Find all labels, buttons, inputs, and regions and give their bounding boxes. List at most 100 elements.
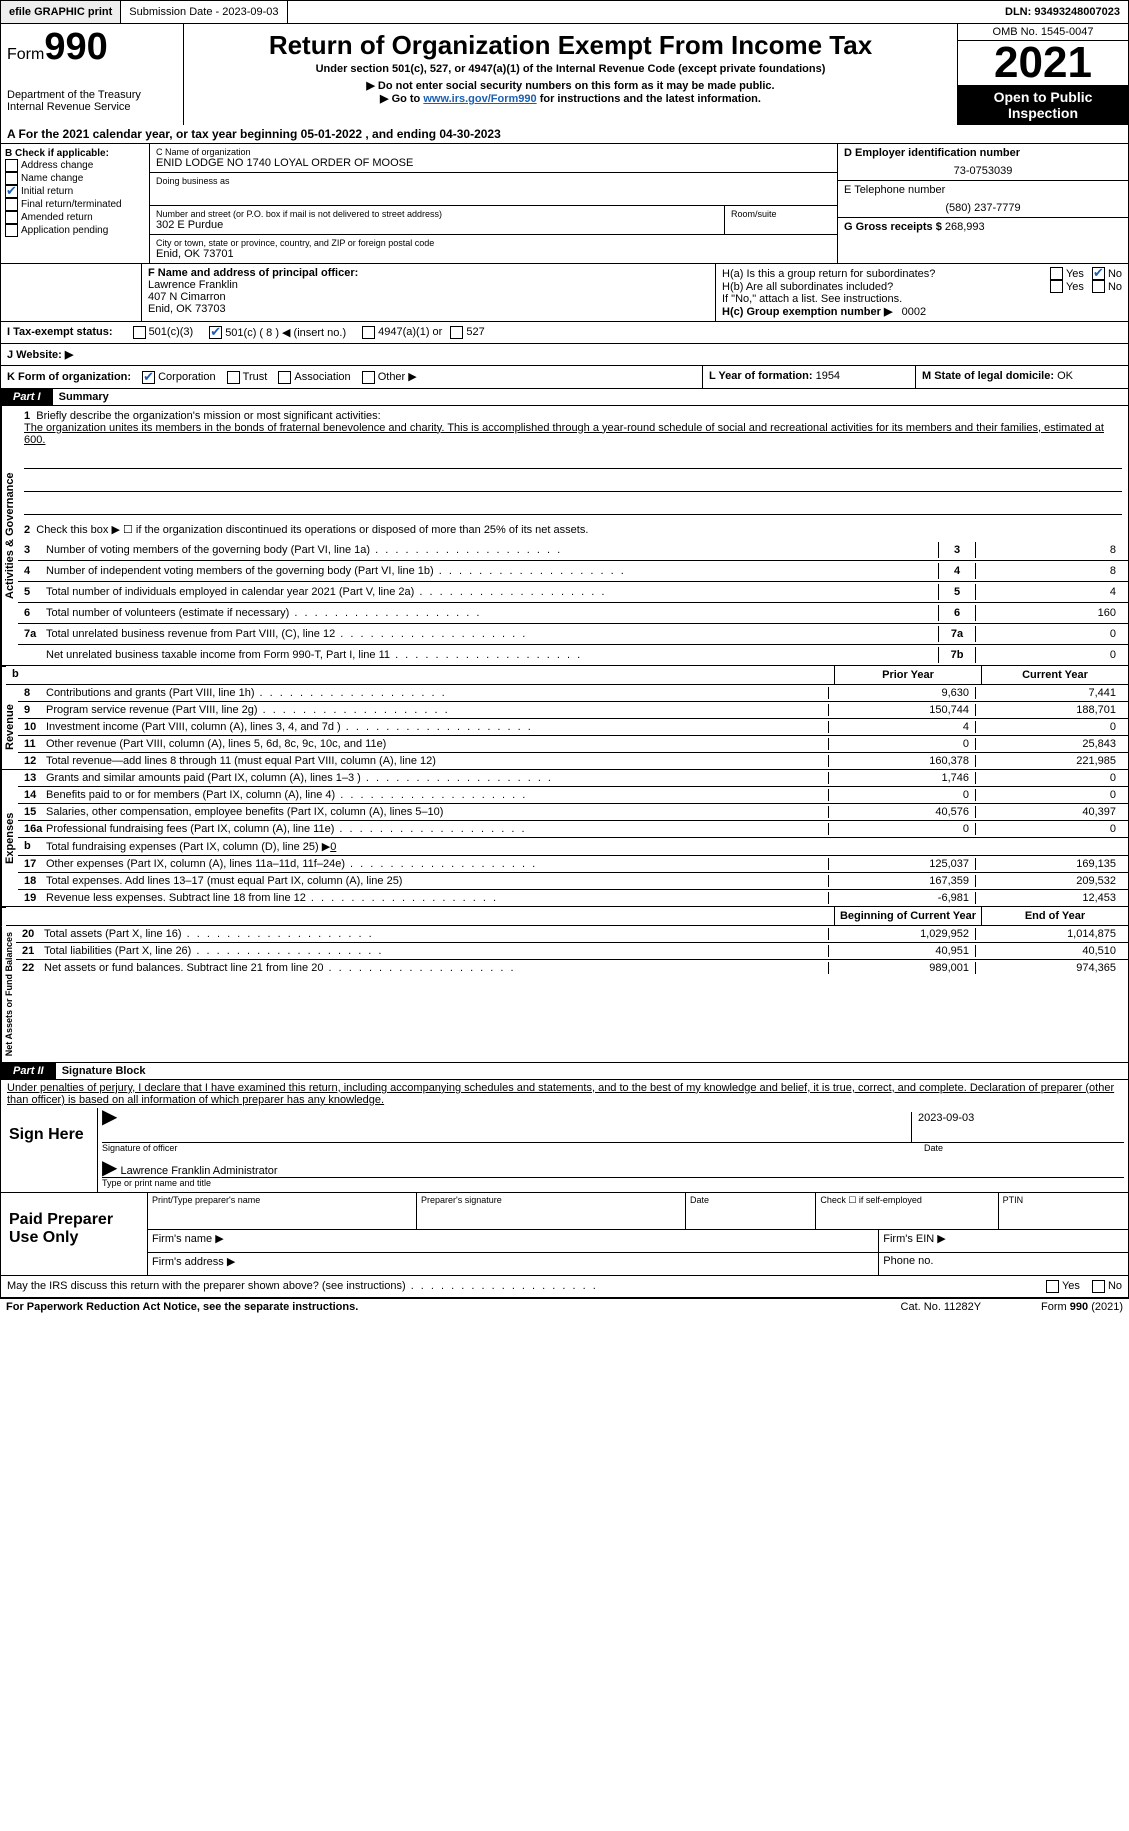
part2-label: Part II: [1, 1063, 56, 1079]
ein-label: D Employer identification number: [844, 147, 1122, 159]
final-return-checkbox[interactable]: [5, 198, 18, 211]
l20-desc: Total assets (Part X, line 16): [44, 928, 828, 940]
part2-title: Signature Block: [62, 1065, 146, 1077]
l18-desc: Total expenses. Add lines 13–17 (must eq…: [46, 875, 828, 887]
city-addr: Enid, OK 73701: [156, 248, 831, 260]
l1-text: The organization unites its members in t…: [24, 422, 1104, 446]
addr-change-label: Address change: [21, 160, 93, 171]
l19-p: -6,981: [828, 892, 975, 904]
hb-no: No: [1108, 281, 1122, 293]
note2-post: for instructions and the latest informat…: [537, 93, 761, 105]
tel-value: (580) 237-7779: [844, 202, 1122, 214]
trust-checkbox[interactable]: [227, 371, 240, 384]
form-prefix: Form: [7, 46, 44, 63]
h-note: If "No," attach a list. See instructions…: [722, 293, 1122, 305]
trust-label: Trust: [243, 371, 268, 383]
l16b-val: 0: [330, 841, 336, 853]
dba-label: Doing business as: [156, 176, 831, 186]
dln: DLN: 93493248007023: [997, 1, 1128, 23]
form-header: Form990 Department of the Treasury Inter…: [0, 24, 1129, 125]
irs-label: Internal Revenue Service: [7, 101, 177, 113]
app-pending-label: Application pending: [21, 225, 108, 236]
ha-yes-checkbox[interactable]: [1050, 267, 1063, 280]
l10-desc: Investment income (Part VIII, column (A)…: [46, 721, 828, 733]
sign-here-label: Sign Here: [1, 1108, 98, 1192]
form-number: 990: [44, 26, 107, 68]
hb-yes-checkbox[interactable]: [1050, 280, 1063, 293]
irs-no-checkbox[interactable]: [1092, 1280, 1105, 1293]
l22-p: 989,001: [828, 962, 975, 974]
net-header: Beginning of Current Year End of Year: [0, 907, 1129, 926]
check-self-label: Check ☐ if self-employed: [816, 1193, 998, 1229]
may-irs-text: May the IRS discuss this return with the…: [7, 1280, 1046, 1293]
l2-text: Check this box ▶ ☐ if the organization d…: [36, 524, 588, 536]
l13-c: 0: [975, 772, 1122, 784]
l16b-pre: Total fundraising expenses (Part IX, col…: [46, 841, 330, 853]
501c-label: 501(c) ( 8 ) ◀ (insert no.): [225, 326, 346, 339]
col-b-heading: B Check if applicable:: [5, 148, 145, 159]
l9-desc: Program service revenue (Part VIII, line…: [46, 704, 828, 716]
ein-value: 73-0753039: [844, 165, 1122, 177]
date-label: Date: [924, 1143, 1124, 1153]
gross-value: 268,993: [945, 221, 985, 233]
form990-link[interactable]: www.irs.gov/Form990: [423, 93, 536, 105]
ha-no-checkbox[interactable]: [1092, 267, 1105, 280]
l5-val: 4: [976, 586, 1122, 598]
amended-label: Amended return: [21, 212, 93, 223]
amended-checkbox[interactable]: [5, 211, 18, 224]
form-subtitle: Under section 501(c), 527, or 4947(a)(1)…: [188, 63, 953, 75]
l3-val: 8: [976, 544, 1122, 556]
other-checkbox[interactable]: [362, 371, 375, 384]
4947-checkbox[interactable]: [362, 326, 375, 339]
l17-p: 125,037: [828, 858, 975, 870]
501c-checkbox[interactable]: [209, 326, 222, 339]
eoy-hdr: End of Year: [981, 907, 1128, 926]
pra-notice: For Paperwork Reduction Act Notice, see …: [6, 1301, 901, 1313]
l6-desc: Total number of volunteers (estimate if …: [46, 607, 938, 619]
officer-addr2: Enid, OK 73703: [148, 303, 709, 315]
arrow-icon-2: ▶: [102, 1157, 117, 1179]
l4-val: 8: [976, 565, 1122, 577]
net-assets-section: Net Assets or Fund Balances 20Total asse…: [0, 926, 1129, 1063]
vlabel-rev: Revenue: [1, 685, 18, 769]
assoc-checkbox[interactable]: [278, 371, 291, 384]
prep-sig-label: Preparer's signature: [417, 1193, 686, 1229]
form-footer: Form 990 (2021): [1041, 1301, 1123, 1313]
row-j-website: J Website: ▶: [0, 344, 1129, 366]
firm-ein-label: Firm's EIN ▶: [879, 1230, 1128, 1252]
l18-p: 167,359: [828, 875, 975, 887]
state-domicile: OK: [1057, 370, 1073, 382]
app-pending-checkbox[interactable]: [5, 224, 18, 237]
l17-c: 169,135: [975, 858, 1122, 870]
l14-c: 0: [975, 789, 1122, 801]
l19-desc: Revenue less expenses. Subtract line 18 …: [46, 892, 828, 904]
initial-return-checkbox[interactable]: [5, 185, 18, 198]
l8-desc: Contributions and grants (Part VIII, lin…: [46, 687, 828, 699]
4947-label: 4947(a)(1) or: [378, 326, 442, 339]
officer-printed: Lawrence Franklin Administrator: [120, 1165, 277, 1177]
addr-change-checkbox[interactable]: [5, 159, 18, 172]
prep-date-label: Date: [686, 1193, 816, 1229]
street-addr: 302 E Purdue: [156, 219, 718, 231]
efile-label[interactable]: efile GRAPHIC print: [1, 1, 121, 23]
cat-no: Cat. No. 11282Y: [901, 1301, 982, 1313]
prep-name-label: Print/Type preparer's name: [148, 1193, 417, 1229]
hb-yes: Yes: [1066, 281, 1084, 293]
irs-yes: Yes: [1062, 1280, 1080, 1293]
hb-no-checkbox[interactable]: [1092, 280, 1105, 293]
sig-officer-label: Signature of officer: [102, 1143, 924, 1153]
l16a-c: 0: [975, 823, 1122, 835]
501c3-checkbox[interactable]: [133, 326, 146, 339]
tax-year: 2021: [958, 41, 1128, 85]
row-klm: K Form of organization: Corporation Trus…: [0, 366, 1129, 389]
corp-checkbox[interactable]: [142, 371, 155, 384]
l5-desc: Total number of individuals employed in …: [46, 586, 938, 598]
other-label: Other ▶: [378, 371, 417, 383]
phone-label: Phone no.: [879, 1253, 1128, 1275]
dept-treasury: Department of the Treasury: [7, 89, 177, 101]
irs-yes-checkbox[interactable]: [1046, 1280, 1059, 1293]
footer: For Paperwork Reduction Act Notice, see …: [0, 1299, 1129, 1315]
paid-preparer-section: Paid Preparer Use Only Print/Type prepar…: [0, 1193, 1129, 1276]
527-checkbox[interactable]: [450, 326, 463, 339]
l7a-desc: Total unrelated business revenue from Pa…: [46, 628, 938, 640]
